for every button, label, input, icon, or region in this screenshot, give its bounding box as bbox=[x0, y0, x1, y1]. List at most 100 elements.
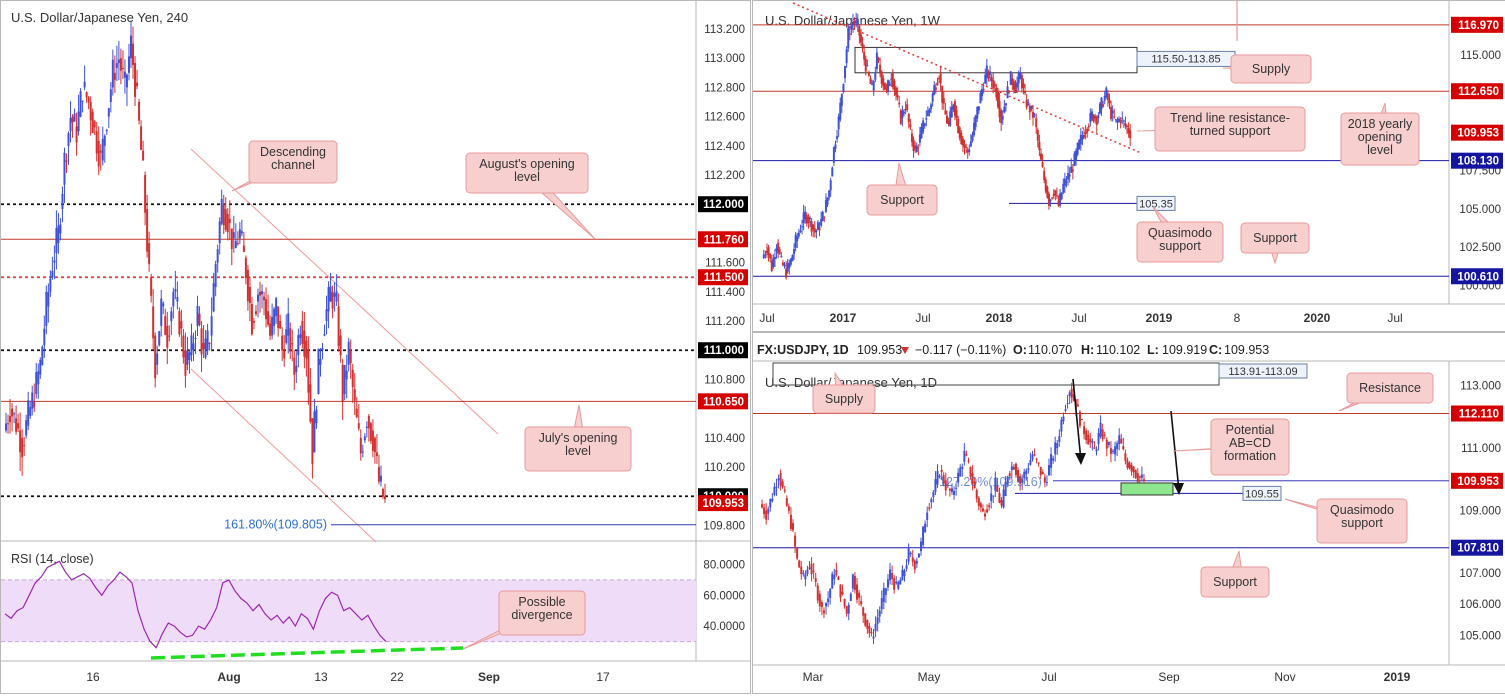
daily-candle-body bbox=[1070, 388, 1073, 398]
august-opening-callout: August's opening level bbox=[479, 157, 575, 184]
h4-candle-body bbox=[204, 338, 207, 358]
weekly-supply-zone bbox=[854, 46, 1138, 74]
weekly-candle-body bbox=[802, 212, 805, 224]
weekly-candle-body bbox=[942, 98, 945, 104]
weekly-candle-body bbox=[1068, 174, 1071, 177]
weekly-candle-body bbox=[960, 132, 963, 144]
daily-candle-body bbox=[1004, 482, 1007, 496]
weekly-chart-svg[interactable]: U.S. Dollar/Japanese Yen, 1W115.000112.5… bbox=[753, 1, 1505, 331]
weekly-candle-body bbox=[904, 108, 907, 110]
weekly-candle-body bbox=[1063, 178, 1066, 186]
daily-candle-body bbox=[833, 574, 836, 580]
daily-candle-body bbox=[829, 589, 832, 598]
h4-level-label-bg bbox=[698, 342, 748, 359]
h4-candle-body bbox=[45, 291, 48, 326]
daily-candle-body bbox=[940, 469, 943, 473]
weekly-candle-body bbox=[1087, 125, 1090, 128]
h4-candle-body bbox=[71, 116, 74, 123]
h4-candle-body bbox=[291, 342, 294, 345]
weekly-candle-body bbox=[1081, 135, 1084, 140]
daily-ohlc-c: 109.953 bbox=[1224, 343, 1269, 357]
weekly-candle-body bbox=[804, 211, 807, 220]
daily-chart-panel[interactable]: FX:USDJPY, 1D 109.953 −0.117 (−0.11%) O: 110… bbox=[752, 332, 1505, 694]
weekly-candle-body bbox=[1001, 116, 1004, 120]
daily-candle-body bbox=[893, 578, 896, 590]
weekly-y-tick: 105.000 bbox=[1459, 204, 1501, 216]
h4-candle-body bbox=[53, 260, 56, 263]
h4-candle-body bbox=[174, 289, 177, 292]
daily-candle-body bbox=[1033, 454, 1036, 456]
weekly-candle-body bbox=[861, 43, 864, 49]
h4-candle-body bbox=[222, 204, 225, 226]
h4-candle-body bbox=[49, 278, 52, 292]
daily-candle-body bbox=[1078, 411, 1081, 426]
weekly-candle-body bbox=[1035, 118, 1038, 128]
daily-candle-body bbox=[1025, 470, 1028, 475]
daily-candle-body bbox=[1048, 465, 1050, 476]
weekly-candle-body bbox=[1016, 82, 1019, 88]
h4-candle-body bbox=[232, 232, 235, 239]
h4-candle-body bbox=[347, 341, 350, 365]
h4-candle-body bbox=[359, 437, 362, 454]
h4-candle-body bbox=[343, 364, 346, 395]
weekly-candle-body bbox=[973, 122, 976, 136]
h4-x-tick: 17 bbox=[596, 670, 610, 684]
weekly-candle-body bbox=[1119, 119, 1122, 124]
daily-candle-body bbox=[1052, 458, 1055, 461]
daily-candle-body bbox=[1097, 433, 1100, 444]
h4-candle-body bbox=[269, 323, 272, 336]
daily-candle-body bbox=[841, 591, 844, 595]
h4-candle-body bbox=[160, 298, 163, 326]
weekly-candle-body bbox=[928, 109, 931, 113]
daily-candle-body bbox=[946, 484, 949, 486]
weekly-candle-body bbox=[925, 118, 928, 120]
h4-candle-body bbox=[75, 126, 78, 143]
h4-candle-body bbox=[27, 400, 30, 426]
daily-candle-body bbox=[800, 566, 803, 575]
weekly-candle-body bbox=[882, 78, 885, 87]
weekly-candle-body bbox=[831, 167, 834, 177]
weekly-candle-body bbox=[813, 228, 816, 233]
h4-chart-panel[interactable]: U.S. Dollar/Japanese Yen, 240 113.200 113.… bbox=[0, 0, 751, 694]
daily-candle-body bbox=[961, 466, 964, 469]
descending-channel-callout: Descending channel bbox=[260, 145, 326, 172]
daily-candle-body bbox=[897, 581, 900, 589]
weekly-candle-body bbox=[1046, 186, 1049, 198]
weekly-candle-body bbox=[1113, 116, 1116, 118]
daily-chart-svg[interactable]: FX:USDJPY, 1D 109.953 −0.117 (−0.11%) O: 110… bbox=[753, 333, 1505, 693]
h4-candle-body bbox=[277, 306, 280, 328]
weekly-support2-callout: Support bbox=[1253, 231, 1297, 245]
h4-candle-body bbox=[65, 160, 68, 162]
h4-candle-body bbox=[144, 175, 147, 213]
daily-candle-body bbox=[992, 495, 995, 497]
weekly-105-label: 105.35 bbox=[1139, 198, 1173, 210]
weekly-chart-panel[interactable]: U.S. Dollar/Japanese Yen, 1W115.000112.5… bbox=[752, 0, 1505, 332]
daily-candle-body bbox=[802, 572, 805, 574]
h4-title: U.S. Dollar/Japanese Yen, 240 bbox=[11, 10, 188, 25]
daily-candle-body bbox=[928, 507, 931, 509]
daily-candle-body bbox=[1085, 430, 1088, 440]
daily-candle-body bbox=[856, 584, 858, 600]
weekly-x-tick: 2018 bbox=[986, 311, 1013, 325]
daily-candle-body bbox=[1099, 422, 1102, 437]
weekly-candle-body bbox=[772, 258, 775, 268]
h4-candle-body bbox=[331, 291, 334, 309]
daily-candle-body bbox=[1091, 440, 1094, 443]
h4-candle-body bbox=[172, 292, 175, 307]
daily-candle-body bbox=[765, 510, 768, 520]
h4-candle-body bbox=[101, 138, 104, 161]
weekly-candle-body bbox=[1098, 103, 1101, 114]
h4-chart-svg[interactable]: U.S. Dollar/Japanese Yen, 240 113.200 113.… bbox=[1, 1, 750, 693]
daily-candle-body bbox=[907, 548, 910, 562]
weekly-candle-body bbox=[989, 71, 992, 75]
daily-candle-body bbox=[990, 493, 993, 502]
weekly-candle-body bbox=[780, 255, 783, 257]
h4-candle-body bbox=[93, 121, 96, 128]
h4-candle-body bbox=[295, 365, 298, 373]
weekly-candle-body bbox=[1003, 106, 1006, 113]
weekly-candle-body bbox=[816, 222, 819, 230]
daily-x-tick: Mar bbox=[803, 670, 824, 684]
weekly-candle-body bbox=[987, 72, 990, 79]
weekly-candle-body bbox=[902, 111, 905, 114]
h4-candle-body bbox=[299, 334, 302, 339]
